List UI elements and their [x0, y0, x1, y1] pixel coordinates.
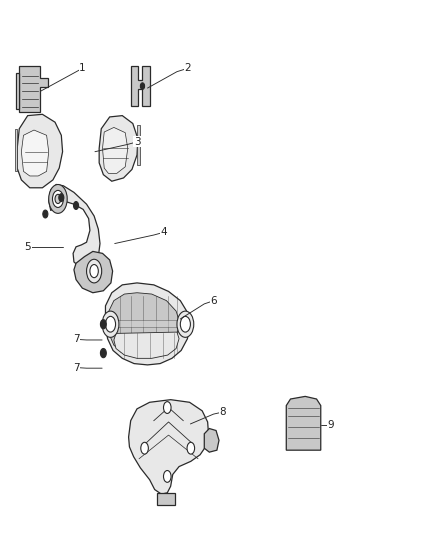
Circle shape — [163, 471, 171, 482]
Polygon shape — [109, 293, 180, 355]
Circle shape — [53, 190, 64, 207]
Circle shape — [59, 193, 64, 201]
Circle shape — [163, 402, 171, 414]
Polygon shape — [16, 73, 19, 109]
Circle shape — [141, 442, 148, 454]
Circle shape — [180, 317, 191, 332]
Circle shape — [187, 442, 194, 454]
Circle shape — [87, 259, 102, 283]
Polygon shape — [286, 397, 321, 450]
Text: 1: 1 — [79, 63, 86, 74]
Circle shape — [106, 317, 116, 332]
Polygon shape — [19, 67, 48, 112]
Polygon shape — [137, 125, 140, 165]
Circle shape — [140, 83, 145, 90]
Circle shape — [43, 210, 48, 218]
Polygon shape — [21, 130, 49, 176]
Polygon shape — [114, 332, 179, 358]
Circle shape — [90, 264, 98, 278]
Text: 5: 5 — [25, 242, 31, 252]
Text: 2: 2 — [184, 63, 191, 74]
Polygon shape — [49, 184, 100, 269]
Circle shape — [177, 311, 194, 337]
Circle shape — [100, 349, 106, 358]
Polygon shape — [108, 320, 187, 327]
Circle shape — [102, 311, 119, 337]
Text: 4: 4 — [160, 228, 167, 237]
Polygon shape — [204, 429, 219, 452]
Polygon shape — [131, 67, 150, 106]
Text: 7: 7 — [73, 334, 79, 344]
Polygon shape — [17, 114, 63, 188]
Text: 3: 3 — [134, 137, 140, 147]
Polygon shape — [99, 116, 138, 181]
Text: 8: 8 — [219, 407, 226, 417]
Polygon shape — [15, 129, 17, 172]
Polygon shape — [129, 400, 208, 494]
Text: 7: 7 — [73, 362, 79, 373]
Polygon shape — [74, 252, 113, 293]
Polygon shape — [157, 493, 175, 505]
Text: 9: 9 — [328, 420, 334, 430]
Circle shape — [49, 184, 67, 213]
Text: 6: 6 — [211, 296, 217, 305]
Polygon shape — [102, 127, 128, 173]
Polygon shape — [106, 283, 190, 365]
Circle shape — [55, 195, 61, 204]
Circle shape — [100, 320, 106, 329]
Circle shape — [74, 201, 78, 209]
